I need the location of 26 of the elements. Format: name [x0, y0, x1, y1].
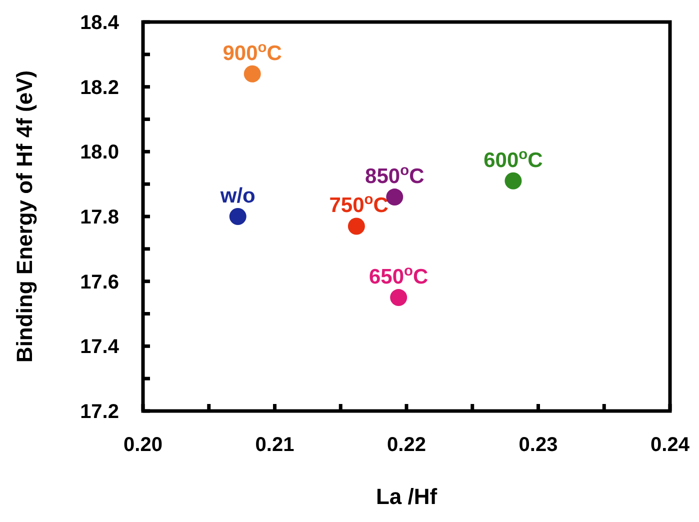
series-label: 600$^{o}$C	[484, 146, 543, 172]
point	[504, 172, 522, 190]
y-tick-label: 18.4	[80, 12, 120, 34]
series-label: w/o	[219, 184, 256, 208]
series-label: 850$^{o}$C	[365, 163, 424, 188]
series-label: 650$^{o}$C	[368, 264, 428, 289]
x-axis-title: La /Hf	[376, 484, 438, 509]
x-tick-label: 0.22	[387, 434, 426, 456]
x-tick-label: 0.24	[650, 434, 690, 456]
point	[244, 65, 261, 82]
point	[390, 289, 408, 306]
y-axis-title: Binding Energy of Hf 4f (eV)	[12, 70, 37, 363]
series-label: 750$^{o}$C	[329, 192, 388, 218]
y-tick-label: 18.0	[80, 142, 119, 164]
point	[348, 218, 365, 235]
y-tick-label: 18.2	[80, 76, 119, 99]
x-tick-label: 0.23	[518, 434, 558, 456]
y-tick-label: 17.4	[80, 336, 120, 358]
series-label: 900$^{o}$C	[222, 40, 282, 65]
y-tick-label: 17.2	[80, 401, 119, 423]
y-tick-label: 17.8	[80, 206, 119, 228]
point	[229, 208, 246, 225]
point	[386, 188, 404, 206]
x-tick-label: 0.21	[255, 434, 294, 456]
text: 0.20	[124, 434, 162, 456]
y-tick-label: 17.6	[80, 271, 119, 294]
